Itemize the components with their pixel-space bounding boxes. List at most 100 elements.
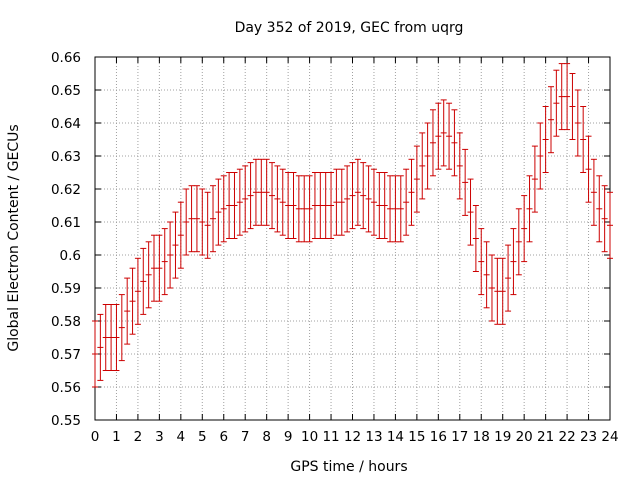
data-point	[247, 162, 254, 230]
data-point	[301, 175, 308, 243]
data-marks	[92, 63, 613, 388]
data-point	[183, 188, 190, 256]
data-point	[124, 277, 131, 345]
data-point	[515, 208, 522, 276]
x-tick-label: 17	[451, 429, 468, 445]
x-tick-label: 16	[430, 429, 447, 445]
data-point	[392, 175, 399, 243]
data-point	[311, 172, 318, 239]
data-point	[295, 175, 302, 243]
data-point	[601, 185, 608, 253]
data-point	[435, 102, 442, 170]
x-tick-label: 12	[344, 429, 361, 445]
data-point	[113, 304, 120, 371]
data-point	[306, 175, 313, 243]
x-tick-label: 14	[387, 429, 404, 445]
data-point	[574, 89, 581, 157]
data-point	[167, 221, 174, 289]
data-point	[199, 188, 206, 256]
data-point	[397, 175, 404, 243]
data-point	[102, 304, 109, 371]
data-point	[451, 109, 458, 177]
data-point	[413, 145, 420, 213]
data-point	[531, 145, 538, 213]
data-point	[499, 257, 506, 325]
data-point	[140, 247, 147, 315]
x-tick-label: 15	[408, 429, 425, 445]
data-point	[92, 320, 98, 388]
x-tick-label: 24	[601, 429, 618, 445]
x-tick-label: 5	[198, 429, 207, 445]
data-point	[349, 162, 356, 230]
x-tick-label: 4	[177, 429, 186, 445]
data-point	[269, 162, 276, 230]
data-point	[408, 158, 415, 226]
data-point	[387, 175, 394, 243]
x-tick-label: 8	[262, 429, 271, 445]
data-point	[483, 241, 490, 309]
x-tick-label: 22	[558, 429, 575, 445]
data-point	[285, 172, 292, 239]
x-tick-label: 2	[134, 429, 143, 445]
y-tick-label: 0.55	[51, 413, 81, 429]
data-point	[580, 106, 587, 173]
x-axis-label: GPS time / hours	[290, 459, 407, 475]
data-point	[134, 257, 141, 325]
data-point	[462, 148, 469, 216]
data-point	[446, 102, 453, 170]
data-point	[488, 254, 495, 322]
data-point	[510, 228, 517, 296]
data-point	[290, 172, 297, 239]
data-point	[145, 241, 152, 309]
data-point	[344, 165, 351, 233]
y-axis-label: Global Electron Content / GECUs	[6, 124, 22, 351]
data-point	[472, 205, 479, 272]
data-point	[553, 69, 560, 137]
data-point	[231, 172, 238, 239]
data-point	[279, 168, 286, 236]
data-point	[370, 168, 377, 236]
data-point	[542, 106, 549, 173]
data-point	[188, 185, 195, 253]
y-tick-label: 0.61	[51, 215, 81, 231]
y-tick-label: 0.58	[51, 314, 81, 330]
data-point	[376, 172, 383, 239]
x-tick-label: 18	[473, 429, 490, 445]
data-point	[242, 165, 249, 233]
data-point	[564, 63, 571, 131]
chart-title: Day 352 of 2019, GEC from uqrg	[235, 20, 464, 36]
data-point	[226, 172, 233, 239]
data-point	[596, 175, 603, 243]
data-point	[403, 168, 410, 236]
data-point	[322, 172, 329, 239]
data-point	[607, 191, 613, 259]
data-point	[419, 132, 426, 200]
data-point	[558, 63, 565, 131]
x-tick-label: 10	[301, 429, 318, 445]
y-tick-label: 0.66	[51, 50, 81, 66]
data-point	[590, 158, 597, 226]
data-point	[210, 185, 217, 253]
data-point	[354, 158, 361, 226]
x-tick-label: 1	[112, 429, 121, 445]
data-point	[424, 122, 431, 190]
x-tick-label: 23	[580, 429, 597, 445]
data-point	[521, 195, 528, 263]
data-point	[172, 211, 179, 279]
data-point	[429, 109, 436, 177]
data-point	[585, 135, 592, 203]
data-point	[177, 201, 184, 269]
y-tick-label: 0.64	[51, 116, 81, 132]
data-point	[204, 191, 211, 259]
x-tick-label: 7	[241, 429, 250, 445]
data-point	[274, 165, 281, 233]
x-tick-label: 13	[365, 429, 382, 445]
data-point	[108, 304, 115, 371]
data-point	[161, 228, 168, 296]
data-point	[220, 175, 227, 243]
data-point	[360, 162, 367, 230]
data-point	[381, 172, 388, 239]
x-tick-label: 19	[494, 429, 511, 445]
data-point	[526, 175, 533, 243]
